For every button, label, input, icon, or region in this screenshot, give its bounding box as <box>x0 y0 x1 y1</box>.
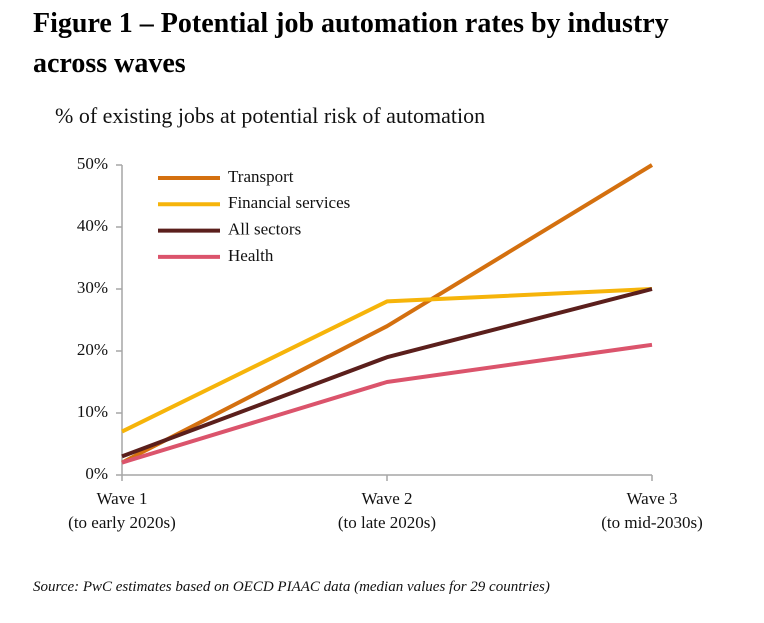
y-tick-label: 40% <box>77 216 108 235</box>
x-tick-label: Wave 2 (to late 2020s) <box>337 489 437 532</box>
series-line <box>121 163 654 465</box>
series-line <box>121 287 653 459</box>
x-tick-label: Wave 3 (to mid-2030s) <box>601 489 703 532</box>
legend-label: Transport <box>228 167 294 186</box>
chart-title: Figure 1 – Potential job automation rate… <box>33 8 669 79</box>
y-tick-label: 10% <box>77 402 108 421</box>
y-tick-label: 50% <box>77 154 108 173</box>
legend-label: Financial services <box>228 193 350 212</box>
x-tick-label: Wave 1 (to early 2020s) <box>68 489 176 532</box>
series-line <box>121 342 653 465</box>
legend-label: Health <box>228 246 274 265</box>
y-tick-label: 30% <box>77 278 108 297</box>
source-note: Source: PwC estimates based on OECD PIAA… <box>33 579 550 595</box>
y-tick-label: 20% <box>77 340 108 359</box>
y-tick-label: 0% <box>85 464 108 483</box>
legend-label: All sectors <box>228 220 301 239</box>
chart-subtitle: % of existing jobs at potential risk of … <box>55 103 486 128</box>
series-line <box>121 287 653 434</box>
